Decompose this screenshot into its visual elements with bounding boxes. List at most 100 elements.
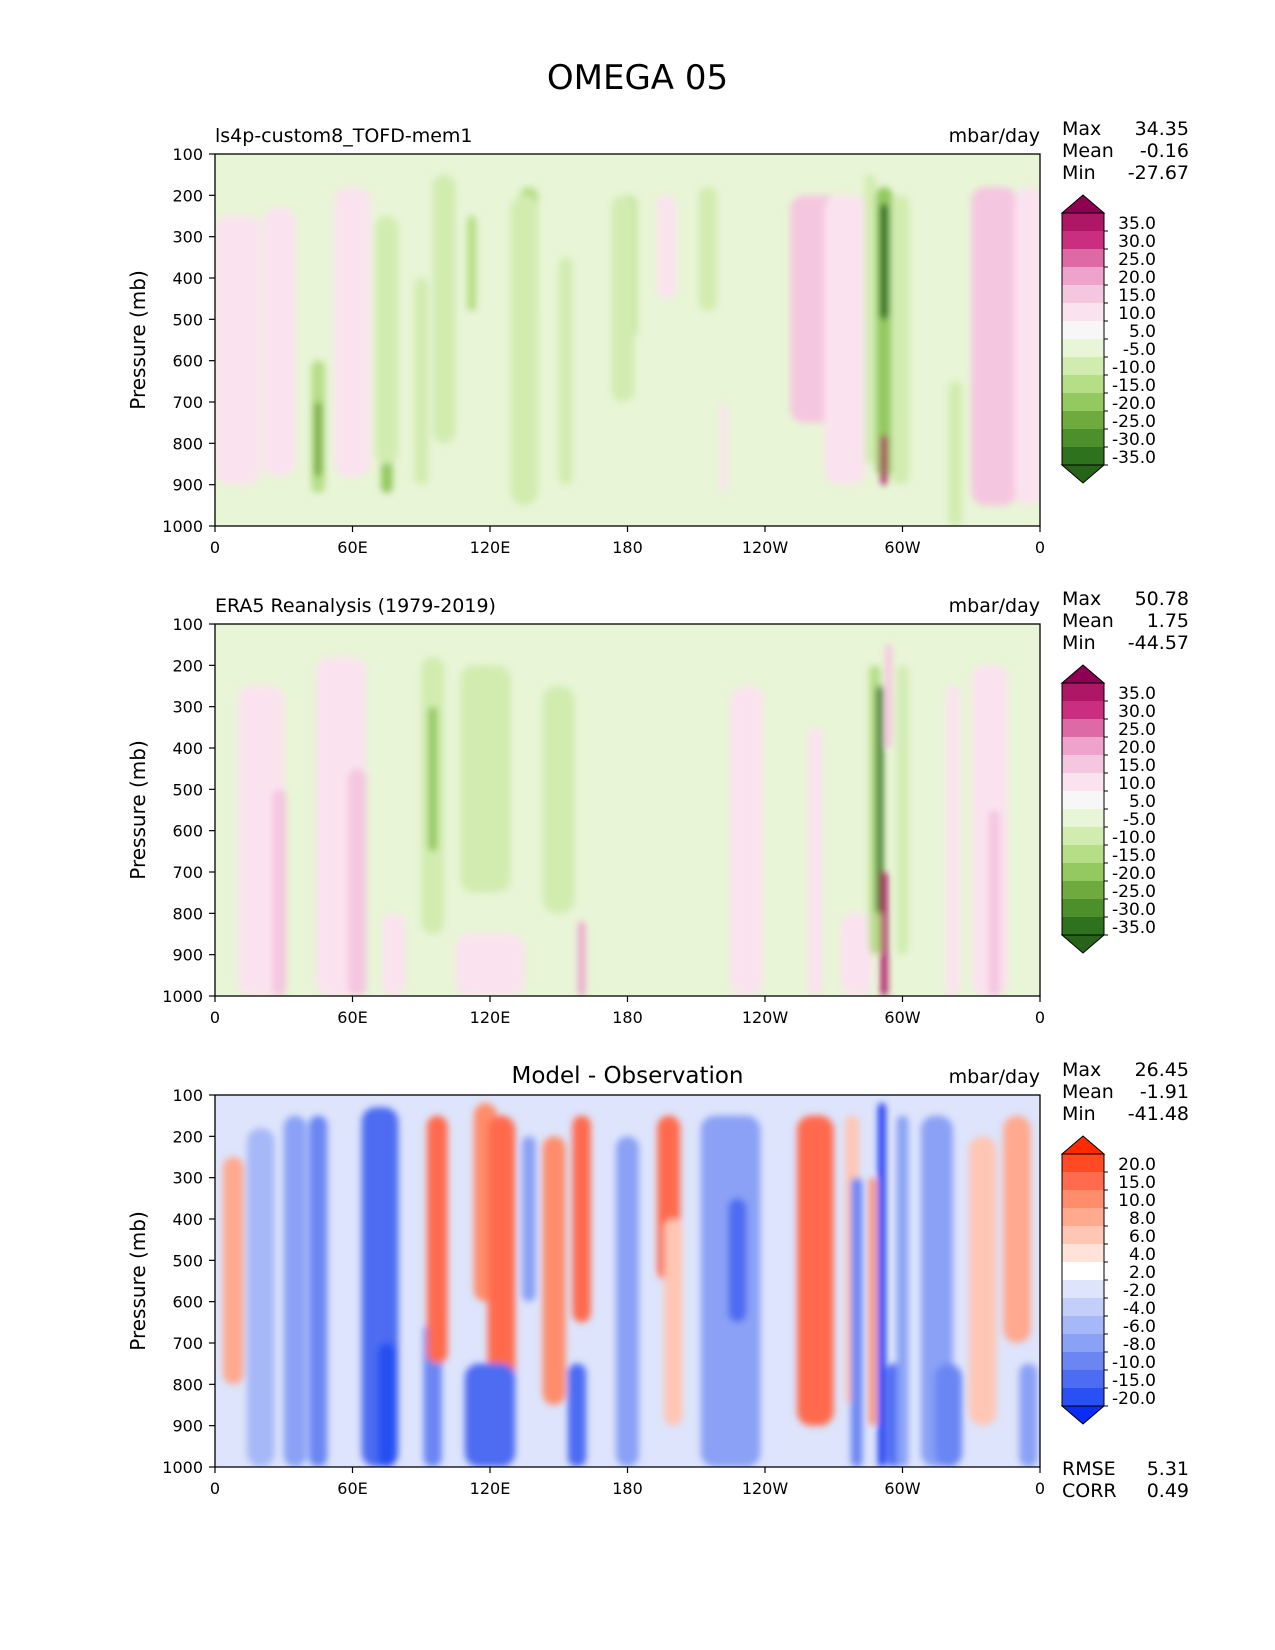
panel2-colorbar-segment xyxy=(1062,845,1104,864)
panel2-y-tick-label: 100 xyxy=(172,615,203,634)
panel3-field-patch xyxy=(487,1115,516,1385)
panel3-field-patch xyxy=(522,1136,536,1302)
panel1-colorbar-segment xyxy=(1062,213,1104,232)
panel1-stat-value: -27.67 xyxy=(1128,162,1189,184)
panel1-colorbar-segment xyxy=(1062,285,1104,304)
panel3-units: mbar/day xyxy=(949,1066,1040,1088)
panel1-colorbar-label: -20.0 xyxy=(1112,394,1156,414)
panel2-colorbar-segment xyxy=(1062,791,1104,810)
panel2-units: mbar/day xyxy=(949,595,1040,617)
panel2-field-patch xyxy=(885,644,893,748)
panel3-field-patch xyxy=(896,1115,909,1467)
panel3-colorbar-segment xyxy=(1062,1226,1104,1245)
panel3-field-patch xyxy=(464,1363,516,1467)
panel1-colorbar-segment xyxy=(1062,249,1104,268)
panel2-colorbar-label: 10.0 xyxy=(1118,774,1156,794)
panel2-colorbar-label: 30.0 xyxy=(1118,702,1156,722)
panel1-colorbar-label: 20.0 xyxy=(1118,268,1156,288)
panel2-colorbar-segment xyxy=(1062,827,1104,846)
panel1-colorbar-label: 35.0 xyxy=(1118,214,1156,234)
panel3-colorbar-segment xyxy=(1062,1370,1104,1389)
panel3-stat-label: Mean xyxy=(1062,1081,1114,1103)
panel3-colorbar-bottom-extend xyxy=(1060,1405,1106,1425)
panel1-colorbar-segment xyxy=(1062,393,1104,412)
panel2-colorbar-segment xyxy=(1062,773,1104,792)
panel3-y-tick-label: 600 xyxy=(172,1293,203,1312)
panel2-colorbar-label: -10.0 xyxy=(1112,828,1156,848)
panel3-colorbar-label: 6.0 xyxy=(1129,1227,1156,1247)
panel1-x-tick-label: 60W xyxy=(884,538,920,557)
panel1-field-patch xyxy=(611,195,635,402)
panel2-x-tick-label: 120W xyxy=(742,1008,789,1027)
panel1-colorbar-segment xyxy=(1062,231,1104,250)
panel1-colorbar-label: 15.0 xyxy=(1118,286,1156,306)
panel2-colorbar-segment xyxy=(1062,899,1104,918)
panel3-extra-stat-label: CORR xyxy=(1062,1480,1117,1502)
panel1-colorbar-segment xyxy=(1062,447,1104,466)
panel3-colorbar-segment xyxy=(1062,1334,1104,1353)
panel2-y-axis-label: Pressure (mb) xyxy=(126,740,150,880)
panel3-y-tick-label: 1000 xyxy=(162,1458,203,1477)
panel3-y-axis-label: Pressure (mb) xyxy=(126,1211,150,1351)
panel1-field-patch xyxy=(432,174,456,444)
panel2-y-tick-label: 300 xyxy=(172,698,203,717)
panel3-field-patch xyxy=(247,1128,275,1467)
panel2-left-title: ERA5 Reanalysis (1979-2019) xyxy=(215,595,496,617)
panel2-stat-label: Max xyxy=(1062,588,1101,610)
panel2-colorbar-label: 35.0 xyxy=(1118,684,1156,704)
panel3-field-patch xyxy=(728,1198,747,1323)
panel3-colorbar-label: 2.0 xyxy=(1129,1263,1156,1283)
panel2-colorbar-bottom-extend xyxy=(1060,934,1106,954)
panel2-colorbar-segment xyxy=(1062,917,1104,936)
panel3-extra-stat-value: 5.31 xyxy=(1147,1458,1189,1480)
panel2-y-tick-label: 400 xyxy=(172,739,203,758)
panel1-y-tick-label: 1000 xyxy=(162,517,203,536)
panel3-stat-value: -41.48 xyxy=(1128,1103,1189,1125)
panel1-colorbar-segment xyxy=(1062,411,1104,430)
panel3-colorbar-segment xyxy=(1062,1208,1104,1227)
panel3-y-tick-label: 800 xyxy=(172,1375,203,1394)
panel3-field-patch xyxy=(968,1136,997,1426)
panel3-colorbar-segment xyxy=(1062,1298,1104,1317)
panel2-colorbar-segment xyxy=(1062,701,1104,720)
panel2-field-patch xyxy=(840,913,873,996)
panel1-x-tick-label: 0 xyxy=(1035,538,1045,557)
panel1-y-tick-label: 500 xyxy=(172,310,203,329)
panel3-x-tick-label: 120E xyxy=(470,1479,511,1498)
panel1-colorbar-label: 5.0 xyxy=(1129,322,1156,342)
panel1-colorbar-label: -25.0 xyxy=(1112,412,1156,432)
panel3-field-patch xyxy=(426,1115,448,1364)
panel3-field-patch xyxy=(664,1219,683,1426)
panel1-colorbar-top-extend xyxy=(1060,194,1106,214)
panel3-y-tick-label: 200 xyxy=(172,1127,203,1146)
panel1-y-axis-label: Pressure (mb) xyxy=(126,270,150,410)
panel1-field-patch xyxy=(1014,187,1040,506)
panel3-field-patch xyxy=(567,1363,587,1467)
panel3-x-tick-label: 180 xyxy=(612,1479,643,1498)
panel3-colorbar-label: 4.0 xyxy=(1129,1245,1156,1265)
panel1-field-patch xyxy=(314,402,322,477)
panel2-stat-value: 1.75 xyxy=(1147,610,1189,632)
panel2-colorbar-segment xyxy=(1062,719,1104,738)
panel2-y-tick-label: 700 xyxy=(172,863,203,882)
panel1-stat-value: -0.16 xyxy=(1140,140,1189,162)
panel3-field-patch xyxy=(850,1177,863,1467)
panel3-y-tick-label: 400 xyxy=(172,1210,203,1229)
panel3-x-tick-label: 120W xyxy=(742,1479,789,1498)
figure-title: OMEGA 05 xyxy=(546,58,729,98)
panel1-colorbar-segment xyxy=(1062,375,1104,394)
panel1-stat-label: Max xyxy=(1062,118,1101,140)
panel1-colorbar-segment xyxy=(1062,339,1104,358)
panel2-colorbar-segment xyxy=(1062,683,1104,702)
panel2-y-tick-label: 500 xyxy=(172,780,203,799)
panel1-colorbar-segment xyxy=(1062,267,1104,286)
panel2-colorbar-top-extend xyxy=(1060,664,1106,684)
panel3-y-tick-label: 700 xyxy=(172,1334,203,1353)
panel2-field xyxy=(237,644,1008,996)
panel1-y-tick-label: 700 xyxy=(172,393,203,412)
panel2-stat-label: Min xyxy=(1062,632,1096,654)
panel3-colorbar-label: -4.0 xyxy=(1123,1299,1156,1319)
panel3-colorbar-label: -10.0 xyxy=(1112,1353,1156,1373)
